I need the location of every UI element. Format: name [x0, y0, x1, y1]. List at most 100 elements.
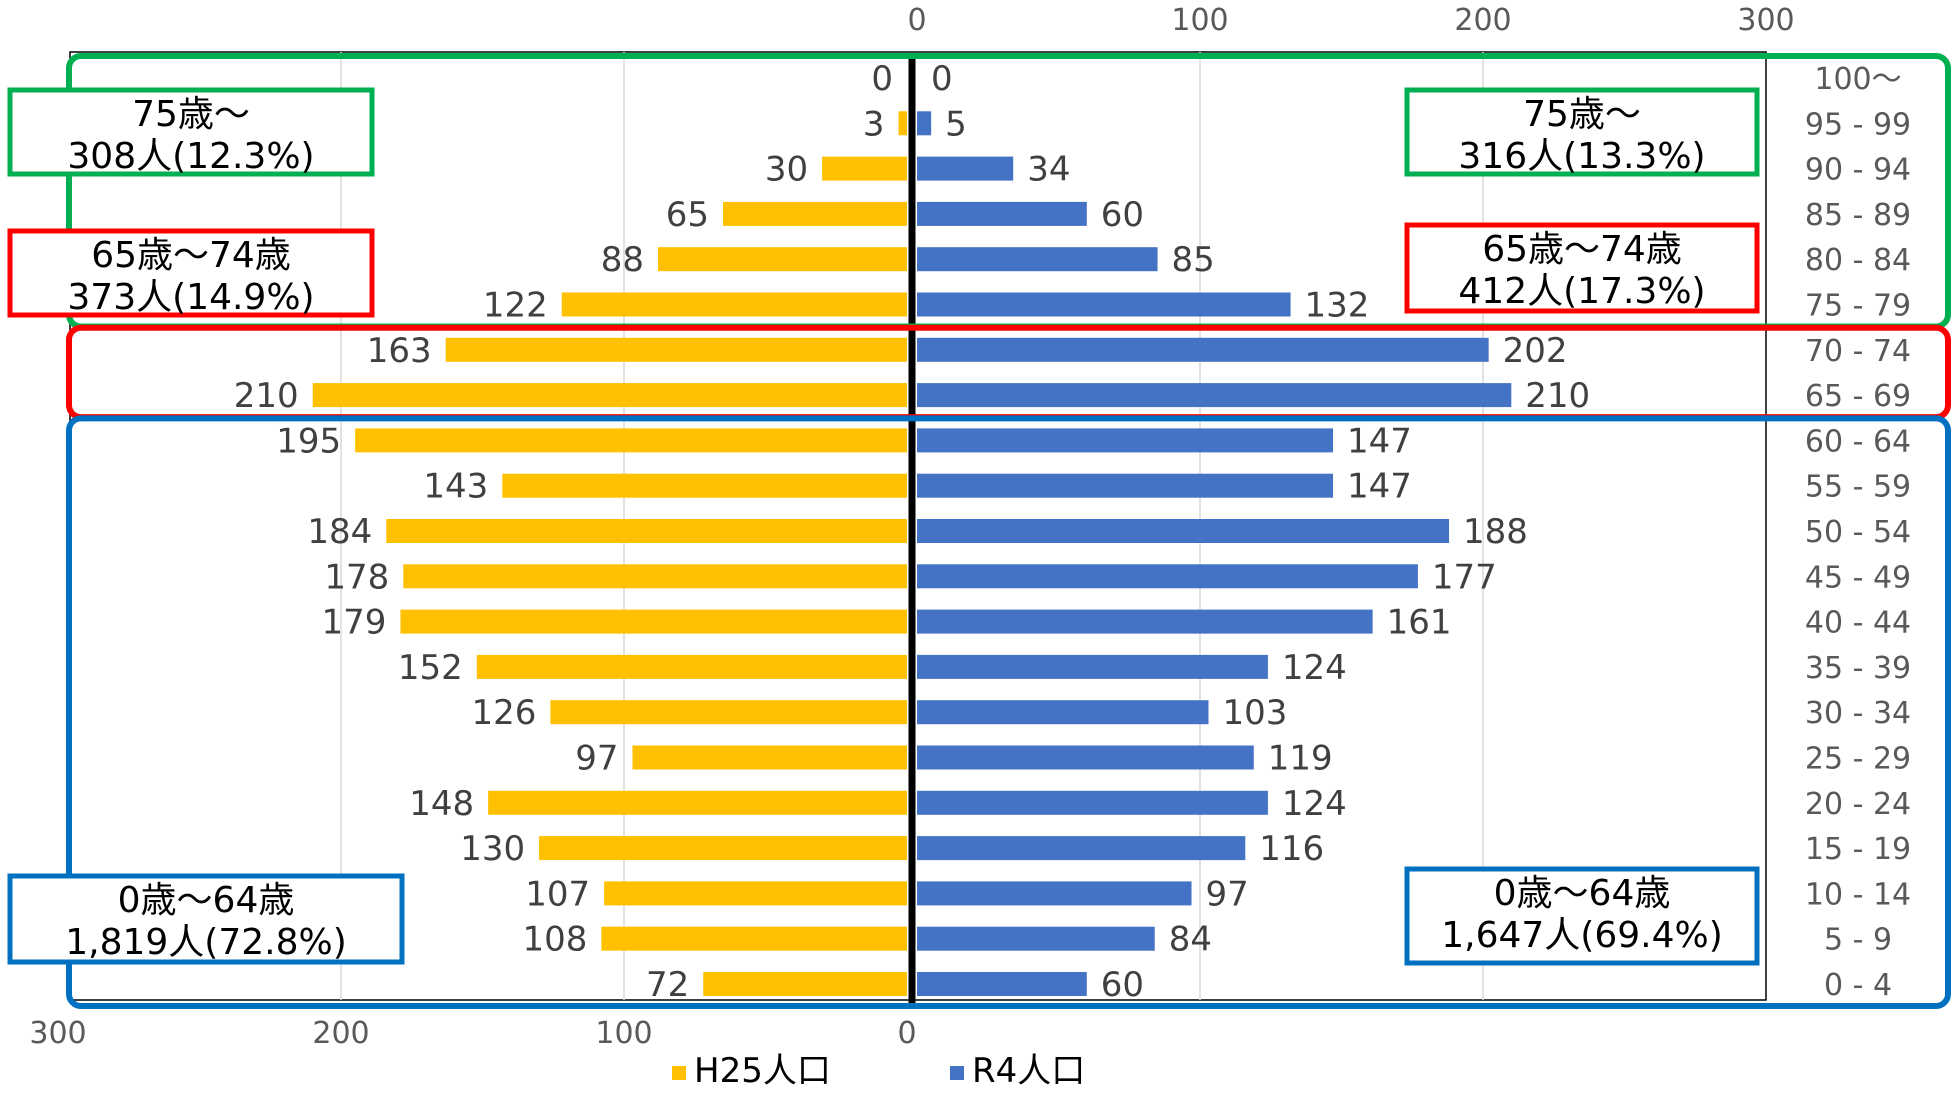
data-label-r4: 85	[1172, 240, 1215, 280]
callout-line1: 65歳～74歳	[91, 235, 291, 276]
callout-line2: 316人(13.3%)	[1458, 136, 1705, 177]
callout-line1: 75歳～	[1523, 94, 1641, 135]
age-category-label: 10 - 14	[1805, 877, 1911, 912]
callout-box	[7, 87, 375, 177]
age-category-label: 20 - 24	[1805, 787, 1911, 822]
data-label-r4: 119	[1268, 739, 1333, 779]
bar-h25	[539, 836, 907, 861]
age-category-label: 0 - 4	[1824, 968, 1892, 1003]
bar-h25	[502, 473, 907, 498]
data-label-r4: 147	[1347, 421, 1412, 461]
age-category-label: 70 - 74	[1805, 334, 1911, 369]
data-label-h25: 184	[307, 512, 372, 552]
age-category-label: 90 - 94	[1805, 153, 1911, 188]
bar-h25	[476, 654, 907, 679]
age-category-label: 65 - 69	[1805, 379, 1911, 414]
age-category-label: 85 - 89	[1805, 198, 1911, 233]
data-label-r4: 210	[1525, 376, 1590, 416]
age-category-label: 15 - 19	[1805, 832, 1911, 867]
callout-right-75plus: 75歳～316人(13.3%)	[1404, 87, 1760, 177]
data-label-r4: 124	[1282, 784, 1347, 824]
bar-h25	[400, 609, 907, 634]
data-label-h25: 179	[322, 603, 387, 643]
bar-r4	[917, 745, 1254, 770]
bar-h25	[386, 519, 907, 543]
x-tick-top-label: 200	[1454, 3, 1511, 38]
data-label-h25: 143	[423, 467, 488, 507]
callout-line1: 0歳～64歳	[1494, 873, 1671, 914]
data-label-r4: 97	[1206, 874, 1249, 914]
data-label-h25: 108	[522, 920, 587, 960]
bar-r4	[917, 337, 1489, 362]
group-frame-0to64	[66, 415, 1951, 1009]
data-label-h25: 130	[460, 829, 525, 869]
data-label-h25: 122	[483, 286, 548, 326]
bar-r4	[917, 881, 1192, 906]
bar-r4	[917, 156, 1014, 181]
x-tick-bottom-label: 0	[897, 1016, 916, 1051]
x-tick-bottom-label: 100	[595, 1016, 652, 1051]
data-label-h25: 88	[601, 240, 644, 280]
data-label-r4: 177	[1432, 557, 1497, 597]
data-label-h25: 97	[575, 739, 618, 779]
bar-r4	[917, 609, 1373, 634]
data-label-r4: 84	[1169, 920, 1212, 960]
data-label-h25: 107	[525, 874, 590, 914]
bar-r4	[917, 201, 1087, 226]
age-category-label: 80 - 84	[1805, 243, 1911, 278]
bar-h25	[601, 926, 907, 951]
bar-r4	[917, 972, 1087, 996]
age-category-label: 75 - 79	[1805, 289, 1911, 324]
age-category-label: 25 - 29	[1805, 742, 1911, 777]
bar-r4	[917, 247, 1158, 272]
callout-box	[7, 228, 375, 318]
x-tick-top-label: 0	[907, 3, 926, 38]
bar-h25	[355, 428, 907, 453]
callout-line2: 308人(12.3%)	[67, 136, 314, 177]
callout-left-75plus: 75歳～308人(12.3%)	[7, 87, 375, 177]
data-label-r4: 60	[1101, 195, 1144, 235]
data-label-h25: 210	[234, 376, 299, 416]
bar-r4	[917, 700, 1209, 725]
bar-h25	[550, 700, 907, 725]
data-label-h25: 163	[367, 331, 432, 371]
bar-r4	[917, 836, 1246, 861]
legend-label: H25人口	[694, 1051, 831, 1091]
data-label-r4: 116	[1259, 829, 1324, 869]
data-label-r4: 0	[931, 59, 953, 99]
callout-box	[1404, 87, 1760, 177]
data-label-h25: 148	[409, 784, 474, 824]
bar-h25	[898, 111, 907, 136]
age-category-label: 35 - 39	[1805, 651, 1911, 686]
callout-box	[1404, 866, 1760, 966]
bar-h25	[604, 881, 907, 906]
data-label-h25: 30	[765, 150, 808, 190]
callout-box	[1404, 222, 1760, 314]
bar-r4	[917, 926, 1155, 951]
bar-r4	[917, 383, 1512, 408]
bar-r4	[917, 428, 1334, 453]
callout-line1: 75歳～	[132, 94, 250, 135]
age-category-label: 50 - 54	[1805, 515, 1911, 550]
age-category-label: 5 - 9	[1824, 923, 1892, 958]
legend-swatch	[672, 1066, 686, 1080]
data-label-h25: 0	[871, 59, 893, 99]
bar-h25	[703, 972, 907, 996]
data-label-h25: 152	[398, 648, 463, 688]
bar-r4	[917, 790, 1268, 815]
data-label-r4: 103	[1222, 693, 1287, 733]
bar-h25	[312, 383, 907, 408]
data-label-h25: 195	[276, 421, 341, 461]
callout-line1: 65歳～74歳	[1482, 229, 1682, 270]
bar-h25	[403, 564, 907, 589]
bar-h25	[657, 247, 907, 272]
bar-h25	[445, 337, 907, 362]
x-tick-top-label: 100	[1171, 3, 1228, 38]
callout-line2: 1,647人(69.4%)	[1441, 915, 1723, 956]
callout-box	[7, 873, 405, 965]
